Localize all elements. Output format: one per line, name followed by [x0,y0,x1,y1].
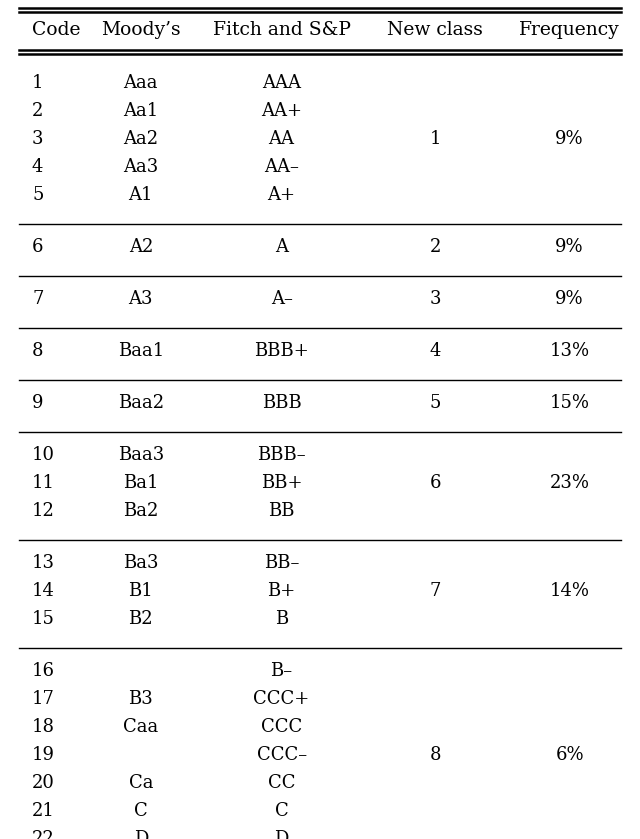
Text: Aa2: Aa2 [124,130,158,148]
Text: Baa2: Baa2 [118,394,164,412]
Text: 6%: 6% [556,746,584,764]
Text: Aa1: Aa1 [123,102,159,120]
Text: 7: 7 [32,290,44,308]
Text: D: D [134,830,148,839]
Text: New class: New class [387,21,483,39]
Text: Aa3: Aa3 [123,158,159,176]
Text: D: D [275,830,289,839]
Text: A–: A– [271,290,292,308]
Text: 9%: 9% [556,130,584,148]
Text: 9%: 9% [556,290,584,308]
Text: BB–: BB– [264,554,300,572]
Text: 11: 11 [32,474,55,492]
Text: 8: 8 [429,746,441,764]
Text: Frequency: Frequency [519,21,620,39]
Text: 13: 13 [32,554,55,572]
Text: 6: 6 [32,238,44,256]
Text: B+: B+ [268,582,296,600]
Text: CC: CC [268,774,295,792]
Text: AA–: AA– [264,158,299,176]
Text: 14: 14 [32,582,55,600]
Text: A2: A2 [129,238,153,256]
Text: 5: 5 [429,394,441,412]
Text: B1: B1 [129,582,153,600]
Text: Ba2: Ba2 [123,502,159,520]
Text: 14%: 14% [550,582,589,600]
Text: AA+: AA+ [261,102,302,120]
Text: Aaa: Aaa [124,74,158,92]
Text: 9%: 9% [556,238,584,256]
Text: Ba3: Ba3 [123,554,159,572]
Text: Moody’s: Moody’s [101,21,180,39]
Text: A1: A1 [129,186,153,204]
Text: 15: 15 [32,610,55,628]
Text: 18: 18 [32,718,55,736]
Text: CCC–: CCC– [257,746,307,764]
Text: 4: 4 [429,342,441,360]
Text: 17: 17 [32,690,55,708]
Text: B: B [275,610,288,628]
Text: A+: A+ [268,186,296,204]
Text: A3: A3 [129,290,153,308]
Text: 15%: 15% [550,394,589,412]
Text: 8: 8 [32,342,44,360]
Text: 7: 7 [429,582,441,600]
Text: 2: 2 [429,238,441,256]
Text: 16: 16 [32,662,55,680]
Text: 19: 19 [32,746,55,764]
Text: BBB–: BBB– [257,446,306,464]
Text: 3: 3 [32,130,44,148]
Text: 4: 4 [32,158,44,176]
Text: Ca: Ca [129,774,153,792]
Text: B2: B2 [129,610,153,628]
Text: 1: 1 [32,74,44,92]
Text: BB+: BB+ [261,474,302,492]
Text: 12: 12 [32,502,55,520]
Text: 13%: 13% [550,342,589,360]
Text: BBB: BBB [262,394,301,412]
Text: A: A [275,238,288,256]
Text: AA: AA [269,130,294,148]
Text: Fitch and S&P: Fitch and S&P [212,21,351,39]
Text: B–: B– [271,662,292,680]
Text: Caa: Caa [123,718,159,736]
Text: BB: BB [268,502,295,520]
Text: Baa3: Baa3 [118,446,164,464]
Text: 6: 6 [429,474,441,492]
Text: Code: Code [32,21,81,39]
Text: 21: 21 [32,802,55,820]
Text: CCC: CCC [261,718,302,736]
Text: Baa1: Baa1 [118,342,164,360]
Text: 3: 3 [429,290,441,308]
Text: BBB+: BBB+ [254,342,309,360]
Text: Ba1: Ba1 [123,474,159,492]
Text: 5: 5 [32,186,44,204]
Text: 2: 2 [32,102,44,120]
Text: C: C [134,802,148,820]
Text: 20: 20 [32,774,55,792]
Text: 1: 1 [429,130,441,148]
Text: B3: B3 [129,690,153,708]
Text: AAA: AAA [262,74,301,92]
Text: 23%: 23% [550,474,589,492]
Text: 10: 10 [32,446,55,464]
Text: 9: 9 [32,394,44,412]
Text: 22: 22 [32,830,55,839]
Text: CCC+: CCC+ [253,690,310,708]
Text: C: C [275,802,289,820]
